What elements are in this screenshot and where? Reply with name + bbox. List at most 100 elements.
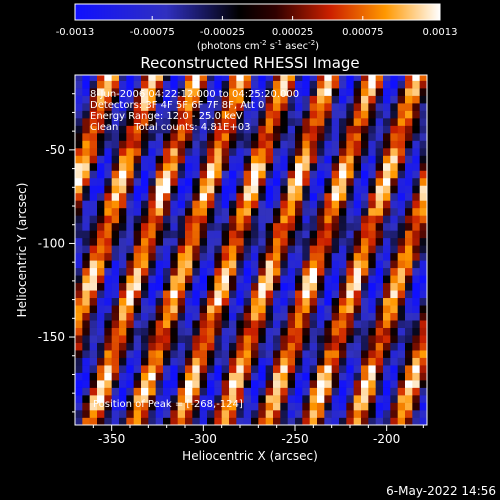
heatmap-cell [75,282,83,291]
heatmap-cell [368,312,376,321]
heatmap-cell [148,75,156,81]
heatmap-cell [229,260,237,269]
heatmap-cell [199,380,208,388]
heatmap-cell [207,372,215,381]
heatmap-cell [383,200,391,209]
heatmap-cell [302,245,310,254]
heatmap-cell [221,372,230,381]
heatmap-cell [104,207,112,216]
heatmap-cell [243,80,252,89]
heatmap-cell [243,312,252,321]
heatmap-cell [317,95,325,104]
heatmap-cell [331,297,340,306]
heatmap-cell [412,230,420,239]
heatmap-cell [361,177,369,186]
heatmap-cell [163,103,171,111]
heatmap-cell [229,88,237,96]
heatmap-cell [89,222,98,231]
heatmap-cell [111,237,120,246]
heatmap-cell [287,372,296,381]
heatmap-cell [287,342,296,351]
heatmap-cell [339,215,347,224]
heatmap-cell [89,75,98,81]
heatmap-cell [89,80,98,89]
heatmap-cell [75,410,83,418]
heatmap-cell [82,200,90,209]
heatmap-cell [236,402,244,411]
heatmap-cell [221,387,230,396]
heatmap-cell [75,260,83,269]
heatmap-cell [185,200,193,209]
heatmap-cell [199,118,208,126]
heatmap-cell [133,305,142,313]
heatmap-cell [126,267,134,276]
heatmap-cell [214,260,222,269]
heatmap-cell [126,290,134,299]
heatmap-cell [75,155,83,164]
heatmap-cell [111,192,120,201]
heatmap-cell [163,192,171,201]
heatmap-cell [258,402,266,411]
heatmap-cell [309,305,318,313]
heatmap-cell [163,245,171,254]
heatmap-cell [111,387,120,396]
heatmap-cell [251,335,259,343]
heatmap-cell [119,170,127,179]
heatmap-cell [368,305,376,313]
heatmap-cell [346,133,354,141]
heatmap-cell [75,297,83,306]
heatmap-cell [126,80,134,89]
heatmap-cell [287,350,296,358]
heatmap-cell [346,357,354,366]
heatmap-cell [309,372,318,381]
heatmap-cell [419,327,428,336]
heatmap-cell [353,275,362,284]
heatmap-cell [133,290,142,299]
heatmap-cell [170,245,178,254]
heatmap-cell [397,365,406,373]
heatmap-cell [251,207,259,216]
heatmap-cell [265,260,274,269]
heatmap-cell [368,417,376,426]
heatmap-cell [155,185,164,194]
heatmap-cell [361,327,369,336]
annotation-time-range: 8-Jun-2006 04:22:12.000 to 04:25:20.000 [90,89,299,100]
heatmap-cell [375,357,384,366]
heatmap-cell [192,402,200,411]
heatmap-cell [207,140,215,149]
heatmap-cell [361,350,369,358]
heatmap-cell [265,118,274,126]
heatmap-cell [331,140,340,149]
heatmap-cell [119,95,127,104]
heatmap-cell [214,147,222,156]
heatmap-cell [170,147,178,156]
heatmap-cell [287,185,296,194]
heatmap-cell [119,110,127,119]
heatmap-cell [199,290,208,299]
heatmap-cell [346,237,354,246]
heatmap-cell [368,80,376,89]
heatmap-cell [324,252,332,261]
heatmap-cell [346,395,354,403]
heatmap-cell [412,335,420,343]
heatmap-cell [119,222,127,231]
heatmap-cell [419,335,428,343]
heatmap-cell [390,237,398,246]
heatmap-cell [214,162,222,171]
heatmap-cell [375,305,384,313]
heatmap-cell [397,267,406,276]
heatmap-cell [265,320,274,328]
heatmap-cell [229,215,237,224]
heatmap-cell [229,282,237,291]
heatmap-cell [280,282,288,291]
heatmap-cell [75,103,83,111]
heatmap-cell [361,162,369,171]
heatmap-cell [419,118,428,126]
heatmap-cell [243,320,252,328]
heatmap-cell [346,275,354,284]
heatmap-cell [353,417,362,426]
heatmap-cell [155,118,164,126]
heatmap-cell [368,215,376,224]
heatmap-cell [243,75,252,81]
heatmap-cell [104,140,112,149]
